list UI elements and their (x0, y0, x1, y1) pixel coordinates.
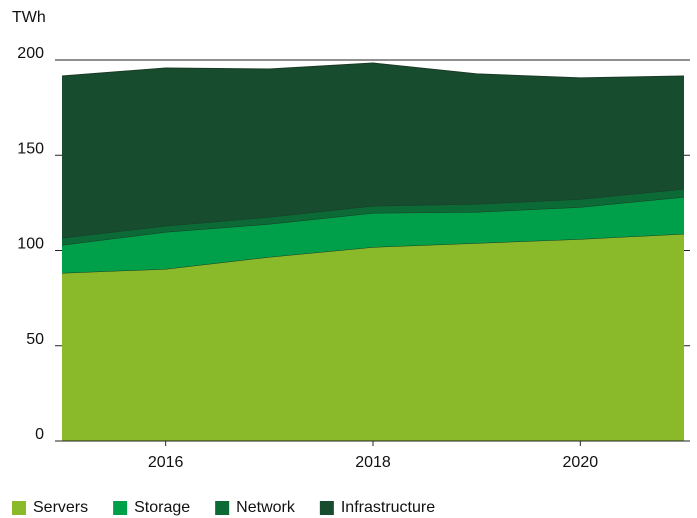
y-tick-label: 50 (26, 331, 44, 348)
x-tick-label: 2020 (563, 454, 599, 471)
area-edge (61, 62, 685, 79)
legend-label: Infrastructure (341, 499, 435, 516)
legend-swatch (12, 501, 26, 515)
y-tick-label: 200 (17, 45, 44, 62)
area (62, 188, 684, 245)
legend-label: Network (236, 499, 296, 516)
y-tick-label: 100 (17, 236, 44, 253)
area (62, 233, 684, 441)
y-tick-label: 0 (35, 426, 44, 443)
legend-swatch (319, 501, 334, 515)
y-axis-label: TWh (12, 9, 46, 26)
area (62, 196, 684, 273)
legend-swatch (215, 501, 230, 515)
legend-label: Servers (33, 499, 88, 516)
legend-swatch (113, 501, 128, 515)
x-tick-label: 2018 (355, 454, 391, 471)
x-tick-label: 2016 (148, 454, 184, 471)
area (62, 63, 684, 238)
legend-label: Storage (134, 499, 190, 516)
y-tick-label: 150 (17, 140, 44, 157)
